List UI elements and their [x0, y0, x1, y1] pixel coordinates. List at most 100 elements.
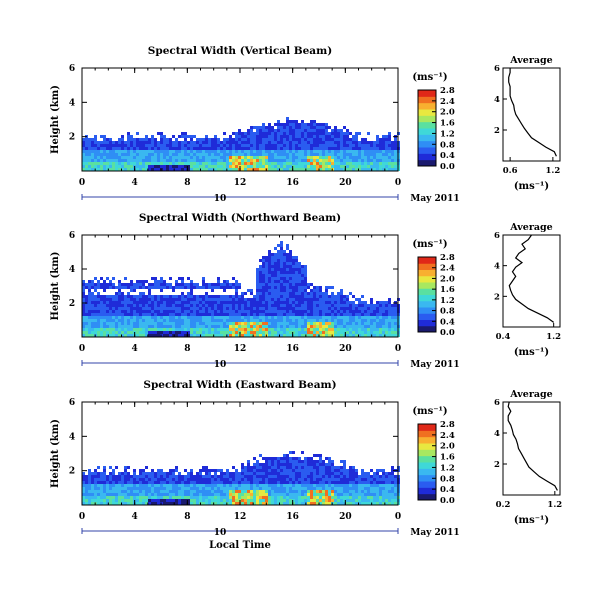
- x-tick-label: 0: [79, 178, 85, 188]
- colorbar-frame: [417, 423, 437, 501]
- x-tick-label: 0: [79, 512, 85, 522]
- day-label: 10: [214, 360, 227, 370]
- colorbar-tick-label: 0.4: [440, 485, 455, 495]
- colorbar-swatch: [418, 102, 436, 110]
- colorbar-swatch: [418, 109, 436, 116]
- colorbar-swatch: [418, 282, 436, 289]
- y-tick-label: 4: [69, 98, 75, 108]
- colorbar-label: (ms⁻¹): [412, 406, 447, 417]
- colorbar-frame: [417, 89, 437, 167]
- x-tick-label: 8: [184, 512, 190, 522]
- colorbar-swatch: [418, 153, 436, 161]
- average-y-tick-label: 6: [494, 398, 500, 408]
- panel-title: Spectral Width (Northward Beam): [139, 212, 341, 224]
- average-title: Average: [509, 389, 552, 400]
- average-title: Average: [509, 222, 552, 233]
- average-profile-line: [507, 401, 558, 491]
- average-frame: [502, 234, 561, 328]
- colorbar-tick-label: 0.8: [440, 307, 455, 317]
- colorbar-swatch: [418, 319, 436, 327]
- colorbar-swatch: [418, 474, 436, 482]
- colorbar-swatch: [418, 313, 436, 320]
- colorbar-frame: [417, 256, 437, 333]
- x-tick-label: 20: [339, 178, 352, 188]
- colorbar-swatch: [418, 134, 436, 142]
- y-axis-label: Height (km): [50, 252, 61, 321]
- y-tick-label: 2: [69, 467, 75, 477]
- average-y-tick-label: 2: [494, 126, 500, 136]
- colorbar-swatch: [418, 436, 436, 444]
- average-frame: [502, 401, 561, 496]
- x-tick-label: 0: [395, 512, 401, 522]
- colorbar-tick-label: 0.8: [440, 140, 455, 150]
- colorbar-tick-label: 1.6: [440, 285, 455, 295]
- panel-title: Spectral Width (Eastward Beam): [143, 379, 336, 391]
- date-label: May 2011: [410, 194, 459, 204]
- y-tick-label: 2: [69, 133, 75, 143]
- x-axis-label: Local Time: [209, 540, 271, 551]
- colorbar-swatch: [418, 121, 436, 129]
- colorbar-tick-label: 2.0: [440, 274, 455, 284]
- colorbar-tick-label: 0.4: [440, 317, 455, 327]
- x-tick-label: 0: [395, 178, 401, 188]
- average-y-tick-label: 4: [494, 429, 500, 439]
- average-x-tick-label: 0.6: [503, 166, 518, 176]
- x-tick-label: 4: [132, 178, 138, 188]
- x-tick-label: 12: [234, 344, 247, 354]
- colorbar-swatch: [418, 462, 436, 469]
- colorbar-swatch: [418, 257, 436, 264]
- x-tick-label: 16: [286, 178, 299, 188]
- x-tick-label: 8: [184, 344, 190, 354]
- y-tick-label: 6: [69, 231, 75, 241]
- colorbar-swatch: [418, 430, 436, 438]
- colorbar-swatch: [418, 424, 436, 431]
- colorbar-tick-label: 2.8: [440, 253, 455, 263]
- average-profile-line: [508, 234, 555, 323]
- colorbar-tick-label: 0.8: [440, 474, 455, 484]
- average-y-tick-label: 2: [494, 292, 500, 302]
- average-y-tick-label: 6: [494, 231, 500, 241]
- colorbar-tick-label: 0.0: [440, 496, 455, 506]
- panel-3: Spectral Width (Eastward Beam)0 4 8 12 16 20 0…: [50, 379, 562, 538]
- colorbar-swatch: [418, 300, 436, 308]
- heatmap-cells: [82, 451, 400, 505]
- x-tick-label: 20: [339, 512, 352, 522]
- day-label: 10: [214, 194, 227, 204]
- colorbar-swatch: [418, 325, 436, 333]
- average-x-label: (ms⁻¹): [514, 347, 549, 358]
- colorbar-swatch: [418, 269, 436, 277]
- panel-title: Spectral Width (Vertical Beam): [148, 45, 332, 57]
- colorbar-tick-label: 2.0: [440, 108, 455, 118]
- panel-1: Spectral Width (Vertical Beam)0 4 8 12 16 20 0…: [50, 45, 561, 204]
- y-tick-label: 4: [69, 432, 75, 442]
- colorbar-swatch: [418, 115, 436, 123]
- colorbar-swatch: [418, 443, 436, 450]
- average-x-label: (ms⁻¹): [514, 515, 549, 526]
- colorbar-swatch: [418, 96, 436, 104]
- colorbar-tick-label: 1.2: [440, 296, 455, 306]
- heatmap-cells: [82, 241, 400, 337]
- colorbar-swatch: [418, 493, 436, 501]
- average-x-tick-label: 1.2: [546, 332, 561, 342]
- colorbar-swatch: [418, 455, 436, 463]
- average-y-tick-label: 2: [494, 460, 500, 470]
- colorbar-swatch: [418, 307, 436, 314]
- colorbar-tick-label: 1.2: [440, 463, 455, 473]
- x-tick-label: 8: [184, 178, 190, 188]
- colorbar-swatch: [418, 147, 436, 154]
- y-tick-label: 4: [69, 265, 75, 275]
- x-tick-label: 12: [234, 512, 247, 522]
- x-tick-label: 0: [395, 344, 401, 354]
- colorbar-swatch: [418, 288, 436, 295]
- x-tick-label: 16: [286, 344, 299, 354]
- colorbar-tick-label: 1.6: [440, 453, 455, 463]
- colorbar-tick-label: 2.8: [440, 86, 455, 96]
- colorbar-swatch: [418, 487, 436, 495]
- average-x-label: (ms⁻¹): [514, 181, 549, 192]
- colorbar-tick-label: 2.0: [440, 442, 455, 452]
- y-axis-label: Height (km): [50, 85, 61, 154]
- colorbar-tick-label: 2.4: [440, 97, 455, 107]
- y-axis-label: Height (km): [50, 419, 61, 488]
- x-tick-label: 16: [286, 512, 299, 522]
